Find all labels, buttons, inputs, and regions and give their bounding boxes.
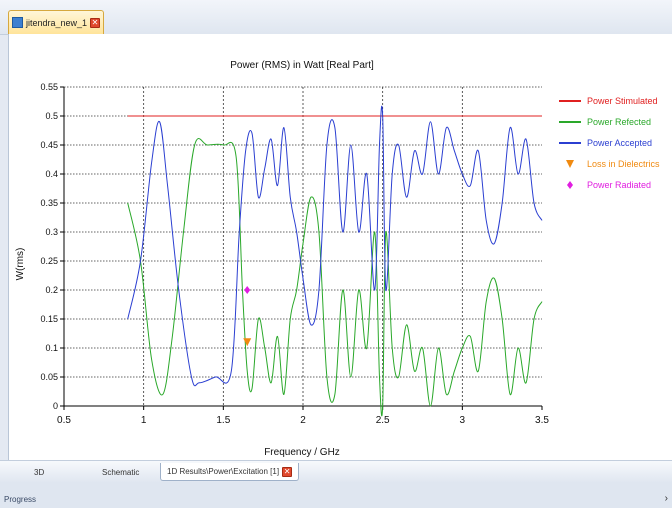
tab-schematic[interactable]: Schematic: [96, 463, 145, 481]
x-tick-label: 1: [141, 415, 147, 426]
y-tick-label: 0.35: [40, 198, 58, 208]
legend-swatch-loss-in-dielectrics: [566, 160, 574, 168]
legend-label-power-accepted: Power Accepted: [587, 138, 652, 148]
y-tick-label: 0.1: [45, 343, 58, 353]
y-tick-label: 0.3: [45, 227, 58, 237]
chart-grid: [64, 86, 542, 406]
x-tick-label: 0.5: [57, 415, 71, 426]
x-axis-label: Frequency / GHz: [264, 447, 340, 458]
tab-1d-results-label: 1D Results\Power\Excitation [1]: [167, 467, 280, 476]
legend-label-power-radiated: Power Radiated: [587, 180, 651, 190]
y-tick-label: 0.25: [40, 256, 58, 266]
chart-title: Power (RMS) in Watt [Real Part]: [230, 60, 374, 71]
x-tick-label: 1.5: [216, 415, 230, 426]
x-tick-label: 2: [300, 415, 306, 426]
data-point-power-radiated: [244, 286, 251, 294]
expand-arrow-icon[interactable]: ›: [664, 493, 668, 504]
series-line-power-accepted: [127, 105, 543, 387]
close-results-tab-icon[interactable]: ✕: [282, 466, 293, 477]
y-tick-label: 0.55: [40, 82, 58, 92]
legend-label-power-refected: Power Refected: [587, 117, 651, 127]
document-tab-strip: jitendra_new_1 ✕: [0, 0, 672, 35]
power-chart: 0 0.05 0.1 0.15 0.2 0.25 0.3 0.35 0.4 0.45 0.5 0.55…: [15, 60, 660, 458]
document-tab-label: jitendra_new_1: [25, 17, 88, 28]
x-tick-label: 3.5: [535, 415, 549, 426]
legend-label-power-stimulated: Power Stimulated: [587, 96, 658, 106]
y-tick-label: 0.4: [45, 169, 58, 179]
y-tick-label: 0.15: [40, 314, 58, 324]
tab-schematic-label: Schematic: [102, 467, 140, 477]
tab-3d[interactable]: 3D: [28, 463, 50, 481]
legend-swatch-power-radiated: [567, 181, 573, 189]
y-tick-label: 0.2: [45, 285, 58, 295]
progress-bar-area: Progress ›: [0, 483, 672, 508]
y-tick-label: 0.05: [40, 372, 58, 382]
y-axis-label: W(rms): [15, 248, 26, 281]
chart-series: [127, 105, 543, 417]
data-point-loss-in-dielectrics: [243, 338, 252, 347]
y-tick-label: 0.45: [40, 140, 58, 150]
series-line-power-refected: [127, 138, 543, 417]
x-tick-label: 2.5: [376, 415, 390, 426]
tab-1d-results[interactable]: 1D Results\Power\Excitation [1] ✕: [160, 463, 300, 481]
close-tab-icon[interactable]: ✕: [90, 17, 100, 28]
progress-label: Progress: [4, 495, 37, 504]
view-tab-strip: 3D Schematic 1D Results\Power\Excitation…: [0, 460, 672, 484]
document-tab[interactable]: jitendra_new_1 ✕: [8, 10, 104, 34]
y-tick-label: 0.5: [45, 111, 58, 121]
legend-label-loss-in-dielectrics: Loss in Dielectrics: [587, 159, 660, 169]
chart-axes: 0 0.05 0.1 0.15 0.2 0.25 0.3 0.35 0.4 0.45 0.5 0.55…: [40, 82, 549, 426]
chart-legend: Power Stimulated Power Refected Power Acce…: [559, 96, 660, 190]
plot-panel: 0 0.05 0.1 0.15 0.2 0.25 0.3 0.35 0.4 0.45 0.5 0.55…: [8, 34, 672, 460]
y-tick-label: 0: [53, 401, 58, 411]
result-document-icon: [12, 17, 23, 28]
x-tick-label: 3: [460, 415, 466, 426]
tab-3d-label: 3D: [34, 467, 45, 477]
